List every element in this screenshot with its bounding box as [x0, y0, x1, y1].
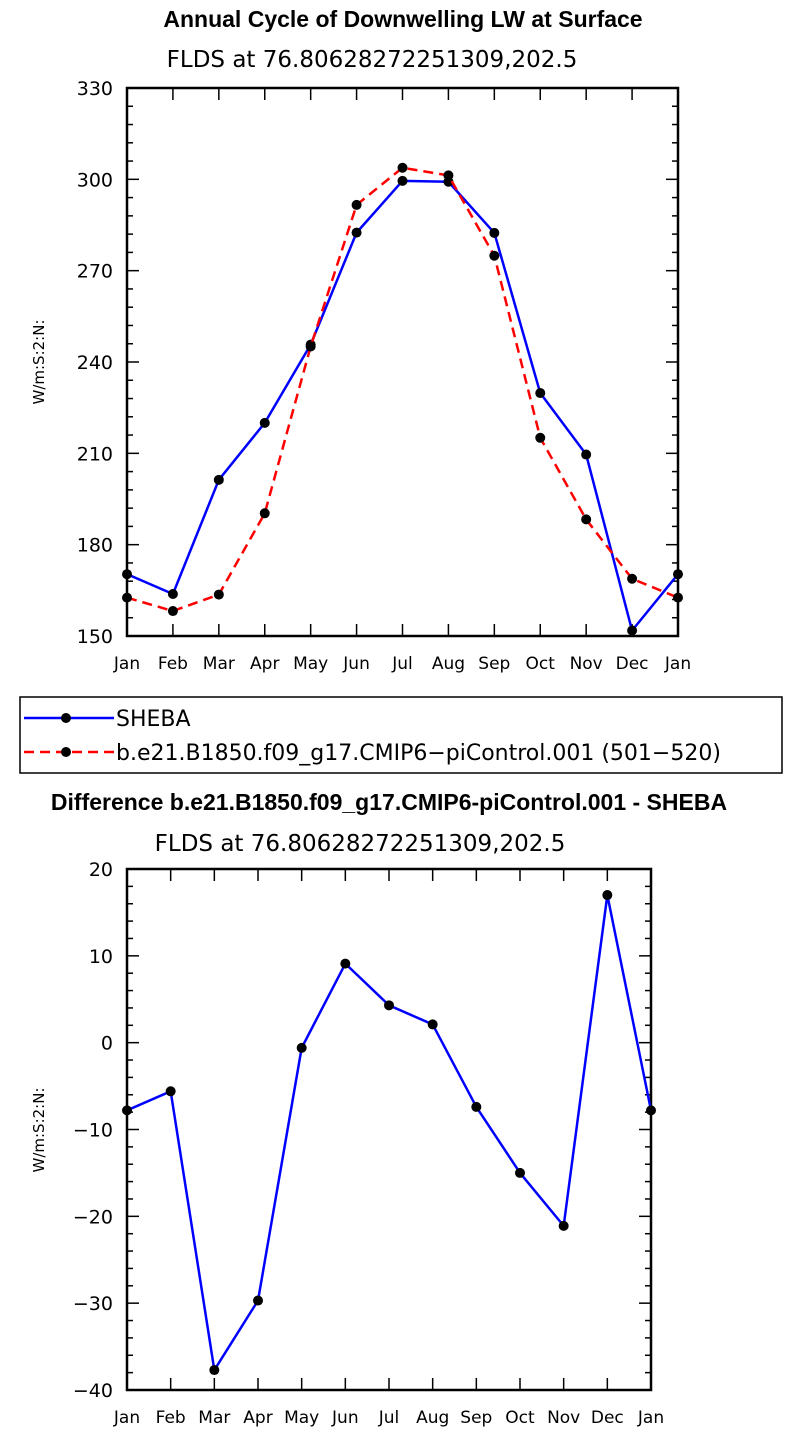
series-line-0 — [126, 893, 653, 1372]
x-tick-label: Aug — [432, 654, 465, 674]
x-tick-label: Aug — [416, 1408, 449, 1428]
data-point — [489, 250, 500, 261]
data-point — [535, 388, 546, 399]
y-tick-label: 270 — [77, 261, 113, 283]
x-tick-label: Nov — [547, 1408, 580, 1428]
x-tick-label: Jan — [637, 1408, 664, 1428]
x-tick-label: Dec — [616, 654, 649, 674]
x-tick-label: May — [293, 654, 328, 674]
chart2-y-axis-label: W/m:S:2:N: — [30, 1088, 48, 1173]
x-tick-label: Jul — [391, 654, 413, 674]
data-point — [122, 569, 132, 580]
x-tick-label: Mar — [198, 1408, 230, 1428]
data-point — [646, 1105, 656, 1116]
data-point — [384, 1000, 394, 1011]
legend-sheba-label: SHEBA — [116, 707, 191, 732]
data-point — [259, 417, 270, 428]
chart2-subtitle: FLDS at 76.80628272251309,202.5 — [155, 831, 566, 857]
series-line-1 — [126, 166, 679, 613]
series-line-0 — [126, 179, 679, 632]
legend-box — [19, 696, 783, 774]
data-point — [471, 1101, 482, 1112]
y-tick-label: −40 — [73, 1380, 113, 1402]
annual-cycle-chart: Annual Cycle of Downwelling LW at Surfac… — [30, 6, 691, 674]
data-point — [427, 1019, 438, 1030]
x-tick-label: Nov — [570, 654, 603, 674]
x-tick-label: Apr — [250, 654, 279, 674]
y-tick-label: 240 — [77, 352, 113, 374]
x-tick-label: Oct — [505, 1408, 535, 1428]
data-point — [397, 175, 408, 186]
data-point — [515, 1167, 525, 1178]
y-tick-label: −30 — [73, 1293, 113, 1315]
chart1-y-axis-label: W/m:S:2:N: — [30, 320, 48, 405]
data-point — [558, 1220, 569, 1231]
y-tick-label: 0 — [101, 1033, 113, 1055]
chart1-axes: 150 180 210 240 270 300 330 Jan Feb Mar Apr May Jun J… — [77, 78, 691, 674]
y-tick-label: 180 — [77, 535, 113, 557]
data-point — [122, 592, 132, 603]
x-tick-label: Jul — [378, 1408, 400, 1428]
data-point — [602, 890, 613, 901]
data-point — [259, 508, 270, 519]
data-point — [296, 1042, 307, 1053]
x-tick-label: Sep — [478, 654, 510, 674]
x-tick-label: Feb — [158, 654, 188, 674]
data-point — [581, 449, 592, 460]
data-point — [305, 341, 316, 352]
chart2-axes: −40 −30 −20 −10 0 10 20 Jan Feb Mar Apr May Jun Jul Au… — [73, 859, 664, 1428]
y-tick-label: 20 — [89, 859, 113, 881]
data-point — [167, 606, 178, 617]
data-point — [122, 1105, 132, 1116]
x-tick-label: Mar — [203, 654, 235, 674]
x-tick-label: Jan — [113, 654, 140, 674]
data-point — [351, 227, 362, 238]
y-tick-label: 10 — [89, 946, 113, 968]
x-tick-label: Jan — [113, 1408, 140, 1428]
x-tick-label: Oct — [526, 654, 556, 674]
chart1-legend: SHEBA b.e21.B1850.f09_g17.CMIP6−piContro… — [19, 696, 783, 774]
data-point — [213, 474, 224, 485]
data-point — [209, 1365, 220, 1376]
chart2-series — [122, 890, 656, 1376]
y-tick-label: 330 — [77, 78, 113, 100]
data-point — [535, 432, 546, 443]
chart1-title: Annual Cycle of Downwelling LW at Surfac… — [163, 6, 642, 32]
x-tick-label: Jun — [331, 1408, 359, 1428]
y-tick-label: −20 — [73, 1206, 113, 1228]
y-tick-label: 150 — [77, 626, 113, 648]
x-tick-label: Apr — [243, 1408, 272, 1428]
data-point — [213, 589, 224, 600]
data-point — [253, 1295, 263, 1306]
data-point — [167, 588, 178, 599]
data-point — [581, 514, 592, 525]
chart1-subtitle: FLDS at 76.80628272251309,202.5 — [167, 47, 578, 73]
legend-model-marker — [61, 747, 71, 757]
data-point — [165, 1086, 176, 1097]
y-tick-label: 300 — [77, 169, 113, 191]
data-point — [627, 625, 638, 636]
legend-sheba-marker — [61, 713, 71, 723]
x-tick-label: May — [284, 1408, 319, 1428]
data-point — [673, 569, 683, 580]
x-tick-label: Dec — [591, 1408, 624, 1428]
data-point — [489, 227, 500, 238]
chart2-title: Difference b.e21.B1850.f09_g17.CMIP6-piC… — [51, 789, 727, 815]
x-tick-label: Sep — [460, 1408, 492, 1428]
data-point — [351, 199, 362, 210]
x-tick-label: Jun — [342, 654, 370, 674]
x-tick-label: Feb — [156, 1408, 186, 1428]
data-point — [673, 592, 683, 603]
data-point — [443, 170, 454, 181]
data-point — [627, 573, 638, 584]
x-tick-label: Jan — [664, 654, 691, 674]
chart1-series — [122, 162, 683, 636]
y-tick-label: 210 — [77, 443, 113, 465]
difference-chart: Difference b.e21.B1850.f09_g17.CMIP6-piC… — [30, 789, 727, 1428]
y-tick-label: −10 — [73, 1120, 113, 1142]
data-point — [397, 162, 408, 173]
data-point — [340, 958, 351, 969]
legend-model-label: b.e21.B1850.f09_g17.CMIP6−piControl.001 … — [116, 741, 721, 766]
